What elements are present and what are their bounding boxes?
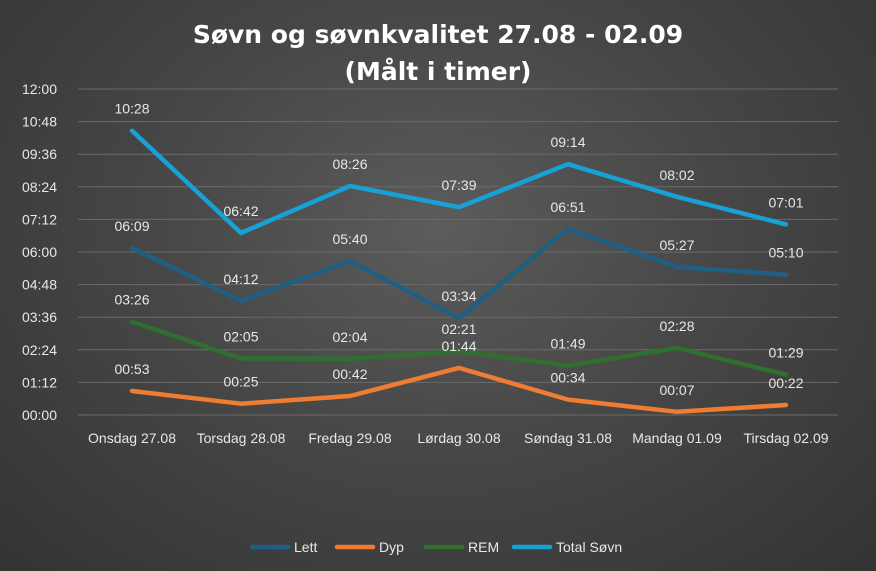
y-tick-label: 12:00 — [22, 81, 57, 97]
y-tick-label: 07:12 — [22, 211, 57, 227]
data-label: 00:42 — [332, 366, 367, 382]
series-line-rem — [129, 319, 789, 377]
data-label: 06:42 — [223, 203, 258, 219]
data-label: 00:07 — [659, 382, 694, 398]
data-label: 05:40 — [332, 231, 367, 247]
series-line-lett — [129, 226, 789, 321]
y-tick-label: 00:00 — [22, 407, 57, 423]
x-tick-label: Fredag 29.08 — [308, 430, 391, 446]
x-tick-label: Lørdag 30.08 — [417, 430, 500, 446]
data-label: 00:25 — [223, 374, 258, 390]
data-label: 06:09 — [114, 218, 149, 234]
data-label: 05:27 — [659, 237, 694, 253]
x-tick-label: Onsdag 27.08 — [88, 430, 176, 446]
data-label: 00:53 — [114, 361, 149, 377]
y-tick-label: 10:48 — [22, 114, 57, 130]
y-tick-label: 02:24 — [22, 342, 57, 358]
y-tick-label: 09:36 — [22, 146, 57, 162]
legend-label: Dyp — [379, 539, 404, 555]
y-tick-label: 04:48 — [22, 277, 57, 293]
data-label: 00:22 — [768, 375, 803, 391]
legend-label: REM — [468, 539, 499, 555]
data-label: 07:39 — [441, 177, 476, 193]
data-label: 03:34 — [441, 288, 476, 304]
series-line-total-søvn — [129, 128, 789, 236]
x-tick-label: Tirsdag 02.09 — [743, 430, 828, 446]
data-label: 08:26 — [332, 156, 367, 172]
legend-label: Lett — [294, 539, 317, 555]
data-label: 04:12 — [223, 271, 258, 287]
data-label: 06:51 — [550, 199, 585, 215]
data-label: 01:44 — [441, 338, 476, 354]
data-label: 03:26 — [114, 292, 149, 308]
data-label: 00:34 — [550, 370, 585, 386]
data-label: 02:05 — [223, 328, 258, 344]
data-label: 10:28 — [114, 101, 149, 117]
data-label: 02:21 — [441, 321, 476, 337]
y-tick-label: 08:24 — [22, 179, 57, 195]
y-tick-label: 03:36 — [22, 309, 57, 325]
data-label: 09:14 — [550, 134, 585, 150]
chart-title-line-1: Søvn og søvnkvalitet 27.08 - 02.09 — [193, 20, 683, 49]
chart-title-line-2: (Målt i timer) — [345, 57, 532, 86]
data-label: 05:10 — [768, 245, 803, 261]
data-label: 01:29 — [768, 345, 803, 361]
data-label: 07:01 — [768, 194, 803, 210]
x-tick-label: Mandag 01.09 — [632, 430, 722, 446]
data-label: 01:49 — [550, 336, 585, 352]
series-line-dyp — [129, 365, 789, 415]
legend-label: Total Søvn — [556, 539, 622, 555]
data-label: 02:28 — [659, 318, 694, 334]
y-tick-label: 06:00 — [22, 244, 57, 260]
data-label: 08:02 — [659, 167, 694, 183]
data-label: 02:04 — [332, 329, 367, 345]
y-tick-label: 01:12 — [22, 374, 57, 390]
x-tick-label: Torsdag 28.08 — [197, 430, 286, 446]
x-tick-label: Søndag 31.08 — [524, 430, 612, 446]
